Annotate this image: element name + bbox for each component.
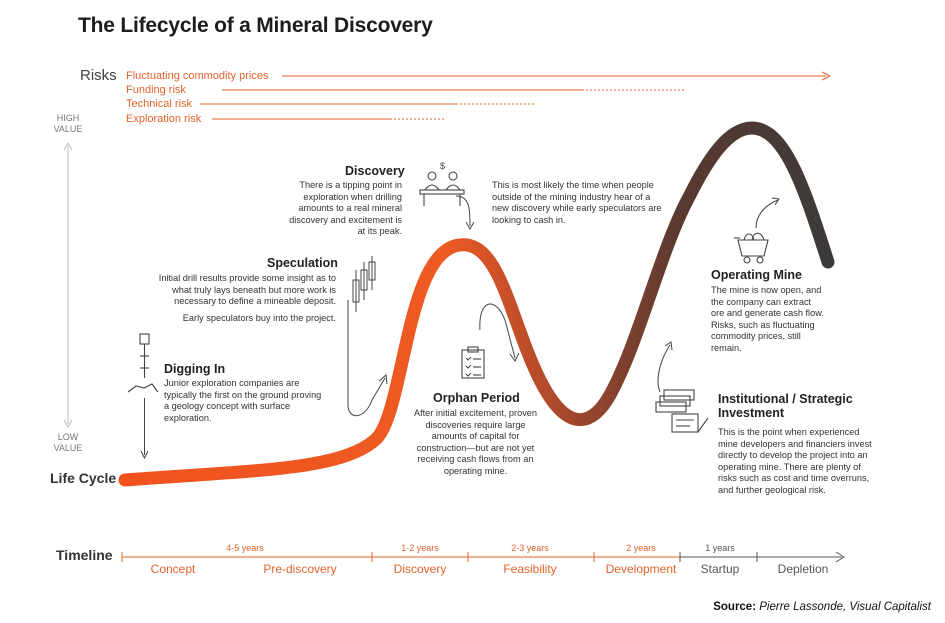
speculation-title: Speculation	[267, 256, 338, 270]
life-cycle-label: Life Cycle	[50, 470, 117, 486]
duration-startup: 1 years	[705, 543, 735, 553]
svg-text:$: $	[440, 161, 445, 171]
checklist-icon	[461, 346, 485, 379]
timeline-axis	[121, 551, 845, 563]
operating-mine-text: The mine is now open, and the company ca…	[711, 285, 824, 353]
discovery-title: Discovery	[345, 164, 405, 178]
high-value-label: HIGH VALUE	[53, 113, 83, 134]
page-title: The Lifecycle of a Mineral Discovery	[78, 14, 433, 37]
institutional-arrow	[657, 341, 673, 393]
digging-arrow	[140, 398, 149, 460]
duration-feasibility: 2-3 years	[511, 543, 549, 553]
timeline-label: Timeline	[56, 547, 113, 563]
low-value-label: LOW VALUE	[53, 432, 83, 453]
risks-label: Risks	[80, 67, 117, 84]
drill-icon	[127, 333, 159, 393]
lifecycle-curve	[118, 121, 835, 487]
trader-desk-icon: $	[419, 161, 465, 206]
phase-feasibility: Feasibility	[503, 562, 557, 576]
duration-development: 2 years	[626, 543, 656, 553]
operating-arrow	[755, 197, 780, 229]
mine-cart-icon	[734, 232, 769, 264]
source-label: Source:	[713, 601, 757, 613]
phase-discovery: Discovery	[393, 562, 447, 576]
discovery-arrow	[455, 195, 475, 231]
duration-discovery: 1-2 years	[401, 543, 439, 553]
phase-pre-discovery: Pre-discovery	[263, 562, 337, 576]
risk-technical: Technical risk	[126, 98, 193, 110]
infographic-card	[0, 0, 943, 596]
orphan-arrow	[479, 303, 520, 362]
risk-commodity-prices: Fluctuating commodity prices	[126, 70, 269, 82]
phase-depletion: Depletion	[777, 562, 829, 576]
discovery-text: There is a tipping point in exploration …	[289, 180, 402, 237]
duration-concept-prediscovery: 4-5 years	[226, 543, 264, 553]
risk-funding: Funding risk	[126, 84, 186, 96]
speculation-text: Initial drill results provide some insig…	[158, 273, 336, 307]
phase-concept: Concept	[150, 562, 196, 576]
institutional-text: This is the point when experienced mine …	[718, 427, 872, 495]
speculation-arrow	[347, 300, 388, 417]
institutional-title: Institutional / Strategic Investment	[718, 392, 853, 420]
orphan-period-title: Orphan Period	[433, 391, 520, 405]
digging-in-text: Junior exploration companies are typical…	[164, 378, 322, 423]
phase-development: Development	[605, 562, 677, 576]
value-axis	[63, 141, 73, 429]
candlestick-icon	[352, 256, 376, 312]
discovery-note-text: This is most likely the time when people…	[492, 180, 662, 225]
source-text: Pierre Lassonde, Visual Capitalist	[759, 601, 931, 613]
risk-exploration: Exploration risk	[126, 113, 202, 125]
money-stack-icon	[655, 389, 709, 433]
operating-mine-title: Operating Mine	[711, 268, 802, 282]
lifecycle-graphic: $	[63, 71, 845, 563]
risk-lines	[200, 71, 832, 120]
speculation-text-2: Early speculators buy into the project.	[182, 313, 336, 323]
orphan-period-text: After initial excitement, proven discove…	[413, 408, 538, 476]
digging-in-title: Digging In	[164, 362, 226, 376]
phase-startup: Startup	[700, 562, 740, 576]
source-credit: Source: Pierre Lassonde, Visual Capitali…	[713, 601, 931, 613]
